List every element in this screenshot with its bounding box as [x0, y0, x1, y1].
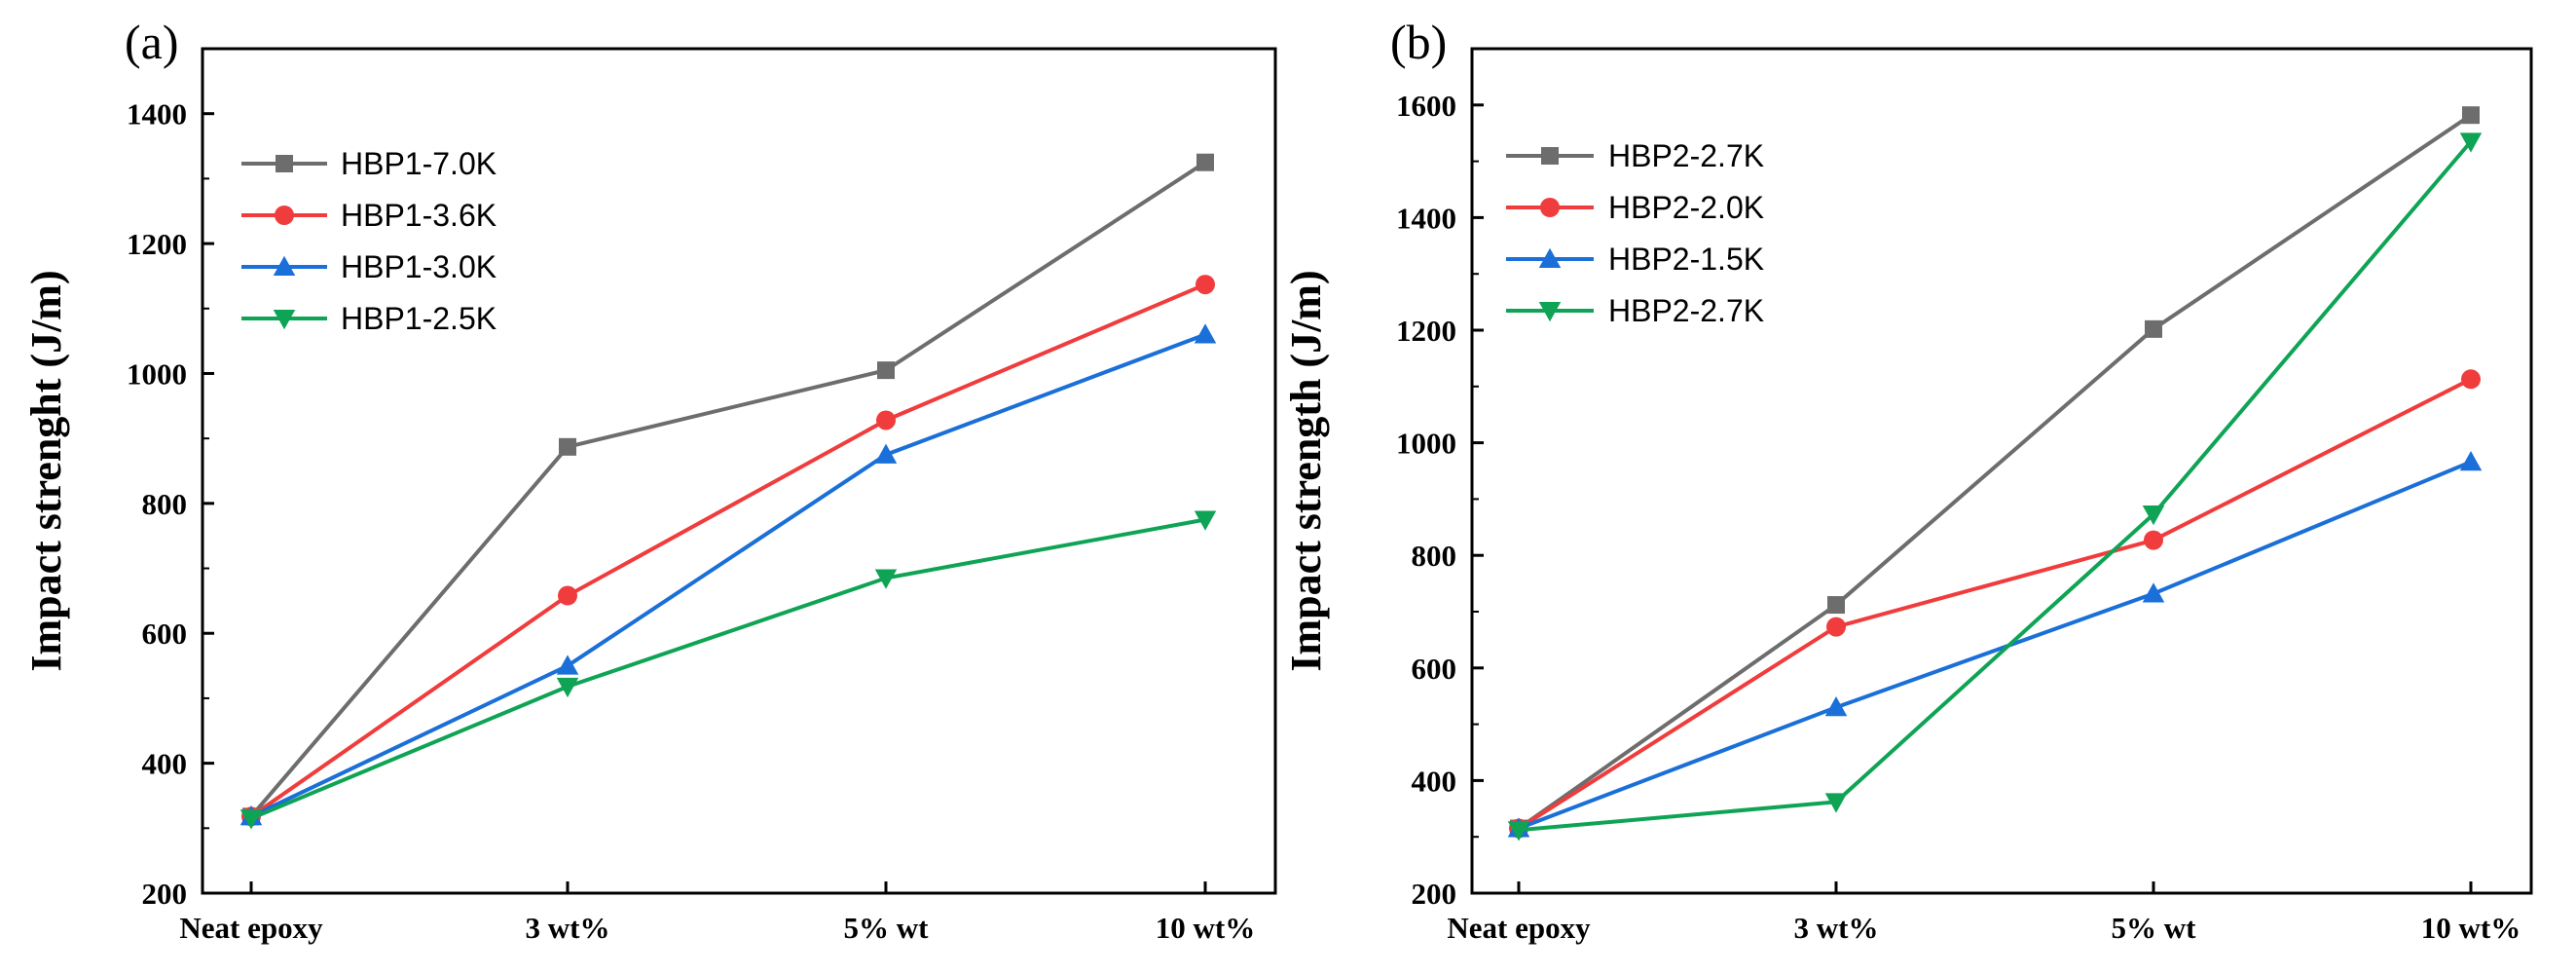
series-3	[239, 510, 1217, 830]
data-point	[1196, 275, 1215, 295]
series-line	[1517, 377, 2472, 831]
y-tick-label: 1000	[1396, 427, 1456, 461]
data-point	[2142, 582, 2165, 603]
data-point	[2461, 369, 2481, 390]
data-point	[1194, 510, 1217, 531]
panel-label: (b)	[1390, 15, 1447, 69]
y-axis-title: Impact strength (J/m)	[1282, 270, 1330, 671]
legend-label: HBP2-2.7K	[1608, 138, 1764, 173]
legend: HBP1-7.0K HBP1-3.6K HBP1-3.0K HBP1-2.5K	[241, 146, 497, 336]
y-tick-label: 400	[142, 747, 188, 781]
x-tick-label: 10 wt%	[1156, 911, 1255, 945]
legend-marker	[1538, 302, 1562, 322]
plot-frame	[201, 47, 1277, 895]
legend-label: HBP1-3.6K	[341, 198, 497, 233]
series-line	[250, 332, 1206, 819]
data-point	[2459, 451, 2483, 471]
panel-label: (a)	[125, 15, 179, 69]
series-line	[249, 282, 1206, 818]
legend-marker	[1541, 147, 1559, 165]
data-point	[558, 585, 577, 606]
series-2	[239, 323, 1217, 826]
y-tick-label: 800	[1412, 539, 1457, 573]
y-tick-label: 800	[142, 487, 188, 521]
y-tick-label: 1400	[1396, 201, 1456, 235]
data-point	[874, 443, 898, 464]
data-point	[1507, 821, 1530, 842]
y-axis-title: Impact strenght (J/m)	[22, 270, 70, 671]
x-tick-label: Neat epoxy	[1447, 911, 1591, 945]
legend: HBP2-2.7K HBP2-2.0K HBP2-1.5K HBP2-2.7K	[1506, 138, 1764, 328]
series-line	[250, 517, 1206, 821]
data-point	[2462, 106, 2480, 125]
series-line	[1518, 460, 2472, 831]
y-tick-label: 1000	[127, 356, 187, 391]
data-point	[874, 569, 898, 589]
series-line	[1518, 140, 2473, 833]
chart-panel-b: 200 400 600 800 1000 1200 1400 1600 Neat epoxy 3 …	[1282, 15, 2533, 945]
data-point	[239, 809, 263, 830]
y-tick-label: 200	[142, 877, 188, 911]
data-point	[1824, 696, 1848, 717]
series-1	[241, 275, 1215, 827]
data-point	[1824, 793, 1848, 813]
legend-marker	[273, 255, 296, 276]
series-line	[249, 161, 1207, 818]
chart-panel-a: 200 400 600 800 1000 1200 1400 Neat epoxy 3 wt% 5…	[22, 15, 1277, 945]
x-tick-label: 5% wt	[2112, 911, 2197, 945]
legend-marker	[275, 206, 294, 225]
legend-label: HBP1-2.5K	[341, 301, 497, 336]
data-point	[1826, 617, 1846, 637]
y-tick-label: 600	[1412, 652, 1457, 686]
y-tick-label: 1200	[1396, 314, 1456, 348]
y-tick-label: 600	[142, 617, 188, 651]
data-point	[2459, 132, 2483, 153]
series-3	[1507, 132, 2483, 842]
y-tick-label: 1400	[127, 97, 187, 131]
legend-label: HBP2-1.5K	[1608, 242, 1764, 277]
y-tick-label: 1200	[127, 227, 187, 261]
x-tick-label: 3 wt%	[1794, 911, 1879, 945]
y-tick-label: 400	[1412, 764, 1457, 798]
data-point	[2142, 505, 2165, 526]
legend-marker	[273, 310, 296, 330]
data-point	[559, 437, 576, 456]
plot-frame	[1470, 47, 2533, 895]
x-tick-label: 3 wt%	[526, 911, 610, 945]
data-point	[1827, 596, 1845, 615]
legend-label: HBP2-2.7K	[1608, 293, 1764, 328]
legend-marker	[1538, 247, 1562, 268]
legend-marker	[276, 155, 293, 172]
data-point	[1196, 153, 1214, 171]
data-point	[2145, 319, 2162, 338]
series-2	[1507, 451, 2483, 838]
data-point	[1194, 323, 1217, 344]
y-tick-label: 1600	[1396, 89, 1456, 123]
legend-label: HBP1-7.0K	[341, 146, 497, 181]
x-tick-label: 5% wt	[844, 911, 930, 945]
data-point	[556, 655, 579, 675]
x-tick-label: 10 wt%	[2421, 911, 2521, 945]
data-point	[2144, 530, 2163, 550]
data-point	[877, 361, 895, 380]
data-point	[556, 677, 579, 698]
data-point	[876, 410, 896, 430]
y-tick-label: 200	[1412, 877, 1457, 911]
legend-label: HBP1-3.0K	[341, 249, 497, 284]
series-line	[1517, 113, 2473, 831]
legend-marker	[1540, 198, 1560, 217]
legend-label: HBP2-2.0K	[1608, 190, 1764, 225]
series-1	[1509, 369, 2481, 839]
x-tick-label: Neat epoxy	[179, 911, 323, 945]
